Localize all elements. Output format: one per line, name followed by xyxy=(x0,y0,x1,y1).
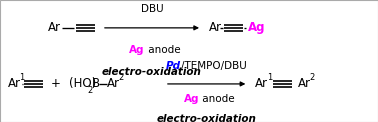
Text: Ar: Ar xyxy=(297,77,311,90)
Text: Pd: Pd xyxy=(166,61,181,71)
Text: /TEMPO/DBU: /TEMPO/DBU xyxy=(181,61,246,71)
Text: Ar: Ar xyxy=(255,77,268,90)
Text: Ag: Ag xyxy=(129,45,144,55)
Text: Ar: Ar xyxy=(8,77,20,90)
Text: 2: 2 xyxy=(88,86,93,95)
Text: DBU: DBU xyxy=(141,4,163,14)
Text: +: + xyxy=(51,77,60,90)
Text: B: B xyxy=(91,77,100,90)
Text: anode: anode xyxy=(144,45,180,55)
Text: 1: 1 xyxy=(267,73,273,82)
Text: Ar: Ar xyxy=(48,21,61,34)
Text: 1: 1 xyxy=(19,73,25,82)
Text: Ag: Ag xyxy=(248,21,265,34)
Text: electro-oxidation: electro-oxidation xyxy=(157,114,257,122)
Text: 2: 2 xyxy=(310,73,315,82)
Text: electro-oxidation: electro-oxidation xyxy=(102,67,202,77)
Text: Ag: Ag xyxy=(184,94,199,104)
Text: anode: anode xyxy=(199,94,235,104)
Text: (HO): (HO) xyxy=(69,77,96,90)
Text: Ar: Ar xyxy=(209,21,222,34)
Text: 2: 2 xyxy=(119,73,124,82)
Text: Ar: Ar xyxy=(107,77,120,90)
